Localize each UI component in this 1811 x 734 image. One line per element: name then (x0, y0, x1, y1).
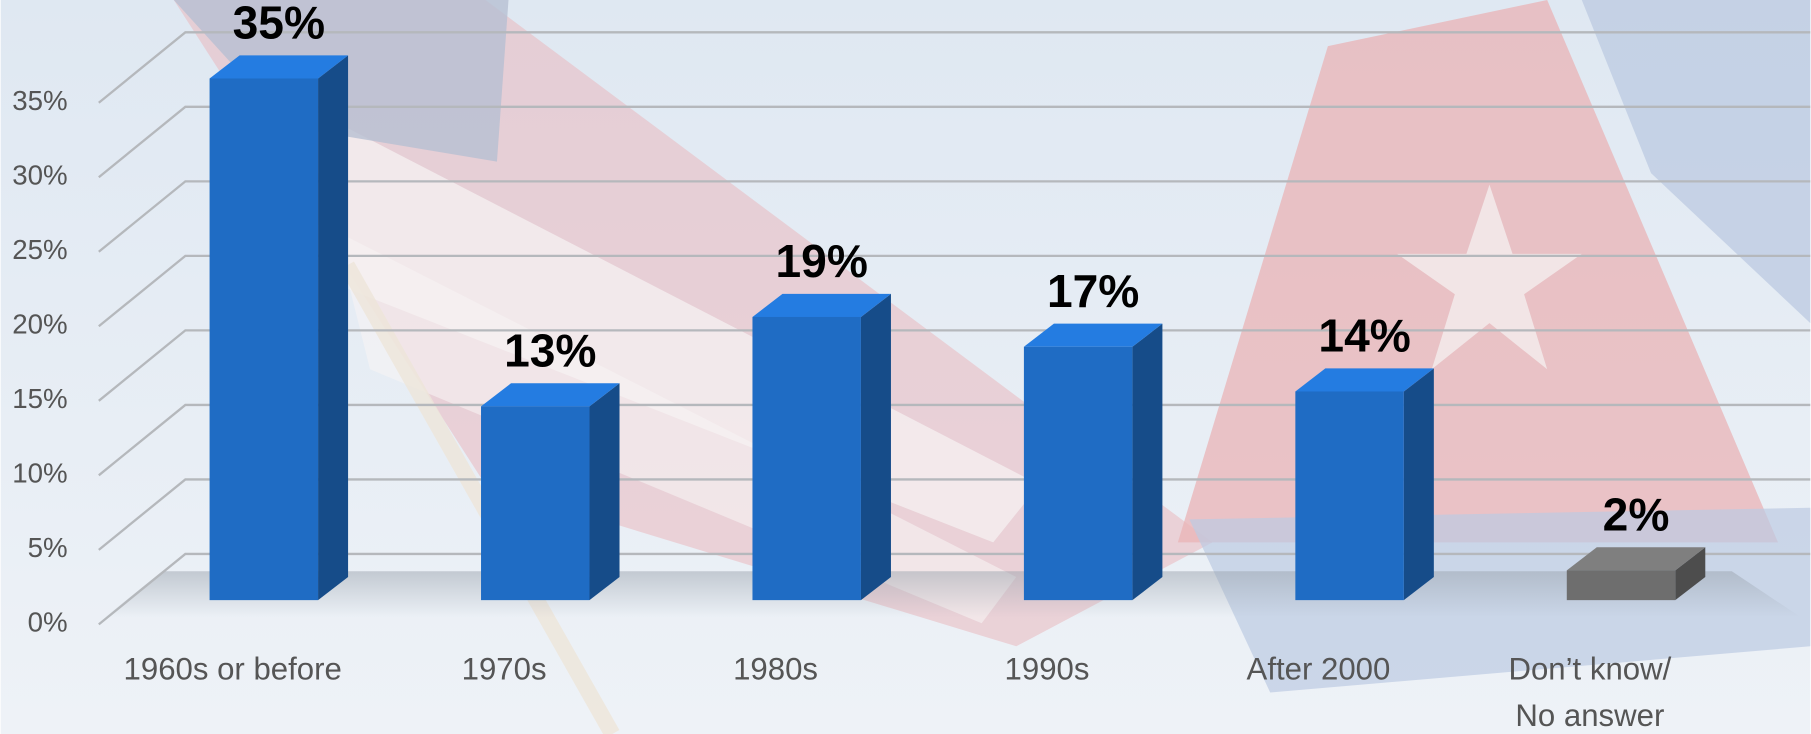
value-label: 35% (233, 0, 325, 49)
x-tick-label: 1980s (733, 652, 818, 687)
x-tick-label-line: 1990s (1005, 652, 1090, 687)
grid-line (98, 552, 1811, 626)
bar-side (860, 293, 891, 601)
bar (1566, 547, 1706, 601)
y-tick-label: 5% (28, 532, 68, 563)
value-label: 13% (504, 325, 596, 377)
value-label: 2% (1603, 489, 1670, 541)
grid-line (98, 478, 1811, 551)
x-tick-label-line: 1980s (733, 652, 818, 687)
bar (209, 55, 349, 601)
bar-top (1295, 368, 1434, 392)
bar-front (481, 406, 590, 601)
y-tick-label: 10% (12, 458, 67, 489)
bar-front (1566, 570, 1676, 601)
bar-side (1675, 547, 1706, 601)
y-tick-label: 30% (12, 160, 67, 191)
bar-top (481, 383, 620, 407)
bar-front (1295, 391, 1404, 601)
bar-side (1403, 368, 1434, 601)
bar-front (1023, 346, 1133, 601)
x-tick-label-line: No answer (1515, 698, 1664, 733)
x-tick-label-line: After 2000 (1247, 652, 1391, 687)
bar-side (1132, 323, 1163, 601)
y-tick-label: 35% (12, 85, 67, 116)
bar-side (589, 383, 620, 601)
bar-top (752, 293, 891, 317)
bar (752, 293, 891, 601)
x-tick-label: After 2000 (1247, 652, 1391, 687)
value-label: 14% (1318, 310, 1410, 362)
grid-line (98, 180, 1811, 253)
value-label: 19% (776, 235, 868, 287)
grid-line (98, 329, 1811, 402)
bar (1023, 323, 1163, 601)
x-tick-label: 1960s or before (124, 652, 342, 687)
grid-line (98, 254, 1811, 328)
x-tick-label-line: 1970s (462, 652, 547, 687)
y-tick-label: 15% (12, 383, 67, 414)
bar (481, 383, 620, 601)
y-tick-label: 25% (12, 234, 67, 265)
value-label: 17% (1047, 265, 1139, 317)
bar-top (1566, 547, 1706, 571)
bar-top (209, 55, 349, 79)
bar-front (752, 316, 861, 601)
y-tick-label: 0% (28, 607, 68, 638)
bar-front (209, 78, 319, 601)
y-tick-label: 20% (12, 309, 67, 340)
grid-line (98, 403, 1811, 477)
bar-top (1023, 323, 1163, 347)
x-tick-label: 1970s (462, 652, 547, 687)
x-tick-label-line: Don’t know/ (1508, 652, 1671, 687)
bar (1295, 368, 1434, 601)
bar-side (318, 55, 349, 601)
x-tick-label: Don’t know/No answer (1508, 652, 1671, 733)
grid-line (98, 31, 1811, 104)
grid-line (98, 105, 1811, 179)
x-tick-label-line: 1960s or before (124, 652, 342, 687)
x-tick-label: 1990s (1005, 652, 1090, 687)
